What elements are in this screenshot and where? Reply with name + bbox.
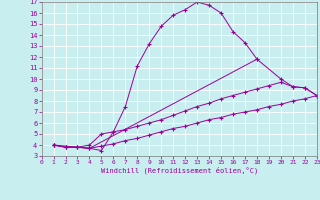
X-axis label: Windchill (Refroidissement éolien,°C): Windchill (Refroidissement éolien,°C) (100, 167, 258, 174)
